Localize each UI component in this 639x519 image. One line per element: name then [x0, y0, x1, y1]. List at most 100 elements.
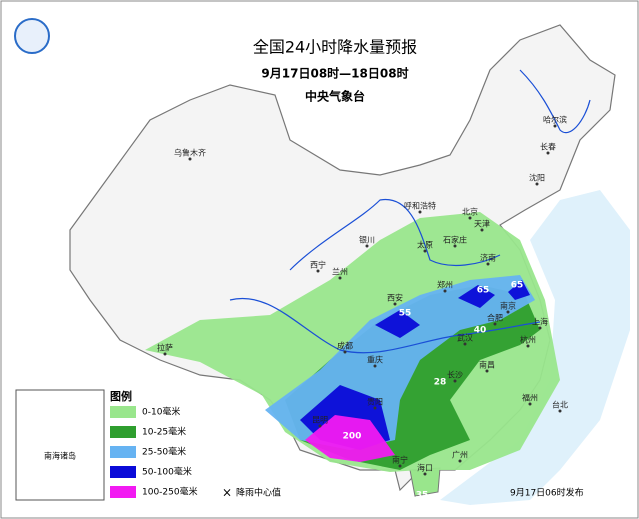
rain-center-value: 40	[474, 326, 487, 336]
legend-label: 25-50毫米	[142, 446, 186, 458]
title: 全国24小时降水量预报	[253, 38, 417, 57]
city-label: 贵阳	[367, 397, 383, 407]
city-label: 西安	[387, 293, 403, 303]
city-dot	[506, 310, 510, 314]
city-label: 重庆	[367, 355, 383, 365]
legend-title: 图例	[110, 389, 132, 403]
issuer: 中央气象台	[305, 89, 365, 104]
rain-center-value: 65	[477, 286, 490, 296]
city-dot	[338, 276, 342, 280]
city-dot	[468, 216, 472, 220]
city-label: 上海	[532, 317, 548, 327]
city-dot	[423, 249, 427, 253]
rain-center-value: 65	[511, 281, 524, 291]
city-label: 昆明	[312, 416, 328, 425]
city-label: 长沙	[447, 370, 463, 380]
rain-center-value: 28	[434, 378, 447, 388]
city-label: 天津	[474, 219, 490, 229]
city-dot	[453, 244, 457, 248]
city-label: 郑州	[437, 280, 453, 290]
city-dot	[163, 352, 167, 356]
sea	[440, 190, 630, 505]
legend-label: 50-100毫米	[142, 466, 192, 478]
city-dot	[453, 379, 457, 383]
rain-area	[300, 280, 530, 450]
river	[519, 69, 591, 134]
city-label: 武汉	[457, 333, 473, 343]
city-label: 乌鲁木齐	[174, 148, 206, 158]
city-dot	[528, 402, 532, 406]
footer: 9月17日06时发布	[510, 487, 584, 499]
city-label: 杭州	[520, 335, 536, 345]
city-dot	[373, 406, 377, 410]
center-symbol: ×	[222, 486, 232, 500]
river	[289, 199, 501, 271]
logo	[14, 18, 50, 54]
city-dot	[480, 228, 484, 232]
city-label: 海口	[417, 463, 433, 473]
city-dot	[365, 244, 369, 248]
legend-swatch	[110, 406, 136, 418]
period: 9月17日08时—18日08时	[261, 66, 408, 81]
inset-label: 南海诸岛	[44, 451, 76, 461]
city-label: 济南	[480, 253, 496, 263]
city-dot	[458, 459, 462, 463]
city-dot	[553, 124, 557, 128]
rain-center-value: 55	[399, 309, 412, 319]
rivers	[229, 69, 591, 354]
city-dot	[463, 342, 467, 346]
city-dot	[393, 302, 397, 306]
city-dot	[398, 464, 402, 468]
rain-center-value: 200	[343, 432, 362, 442]
city-dot	[316, 269, 320, 273]
legend-swatch	[110, 426, 136, 438]
city-label: 成都	[337, 341, 353, 351]
city-label: 银川	[359, 235, 375, 245]
city-label: 兰州	[332, 267, 348, 277]
city-label: 北京	[462, 207, 478, 217]
legend-swatch	[110, 446, 136, 458]
city-label: 长春	[540, 142, 556, 152]
city-dot	[486, 262, 490, 266]
city-dot	[373, 364, 377, 368]
city-dot	[558, 409, 562, 413]
city-label: 呼和浩特	[404, 201, 436, 211]
city-dot	[318, 424, 322, 428]
city-label: 福州	[522, 394, 538, 403]
legend-swatch	[110, 486, 136, 498]
rain-center-value: 35	[416, 491, 429, 501]
legend-label: 10-25毫米	[142, 426, 186, 438]
city-label: 石家庄	[443, 235, 467, 245]
city-dot	[535, 182, 539, 186]
legend-label: 100-250毫米	[142, 486, 198, 498]
city-label: 哈尔滨	[543, 115, 567, 125]
city-label: 沈阳	[529, 173, 545, 183]
city-dot	[188, 157, 192, 161]
city-label: 合肥	[487, 313, 503, 323]
city-label: 广州	[452, 450, 468, 460]
river	[229, 297, 541, 354]
legend-swatch	[110, 466, 136, 478]
center-label: 降雨中心值	[236, 487, 281, 499]
city-dot	[443, 289, 447, 293]
city-label: 台北	[552, 400, 568, 410]
city-dot	[526, 344, 530, 348]
inset-box	[15, 389, 105, 501]
city-label: 南京	[500, 301, 516, 311]
city-dot	[343, 350, 347, 354]
city-label: 南昌	[479, 360, 495, 370]
rain-area	[305, 415, 395, 462]
city-dot	[423, 472, 427, 476]
city-label: 南宁	[392, 455, 408, 465]
city-dot	[546, 151, 550, 155]
labels: 0-10毫米 10-25毫米 25-50毫米 50-100毫米 100-250毫米 乌鲁木…	[110, 115, 568, 501]
city-dot	[485, 369, 489, 373]
legend-label: 0-10毫米	[142, 406, 180, 418]
city-label: 西宁	[310, 260, 326, 270]
city-dot	[418, 210, 422, 214]
city-label: 拉萨	[157, 343, 173, 353]
rain-areas	[145, 212, 560, 472]
city-dot	[538, 326, 542, 330]
